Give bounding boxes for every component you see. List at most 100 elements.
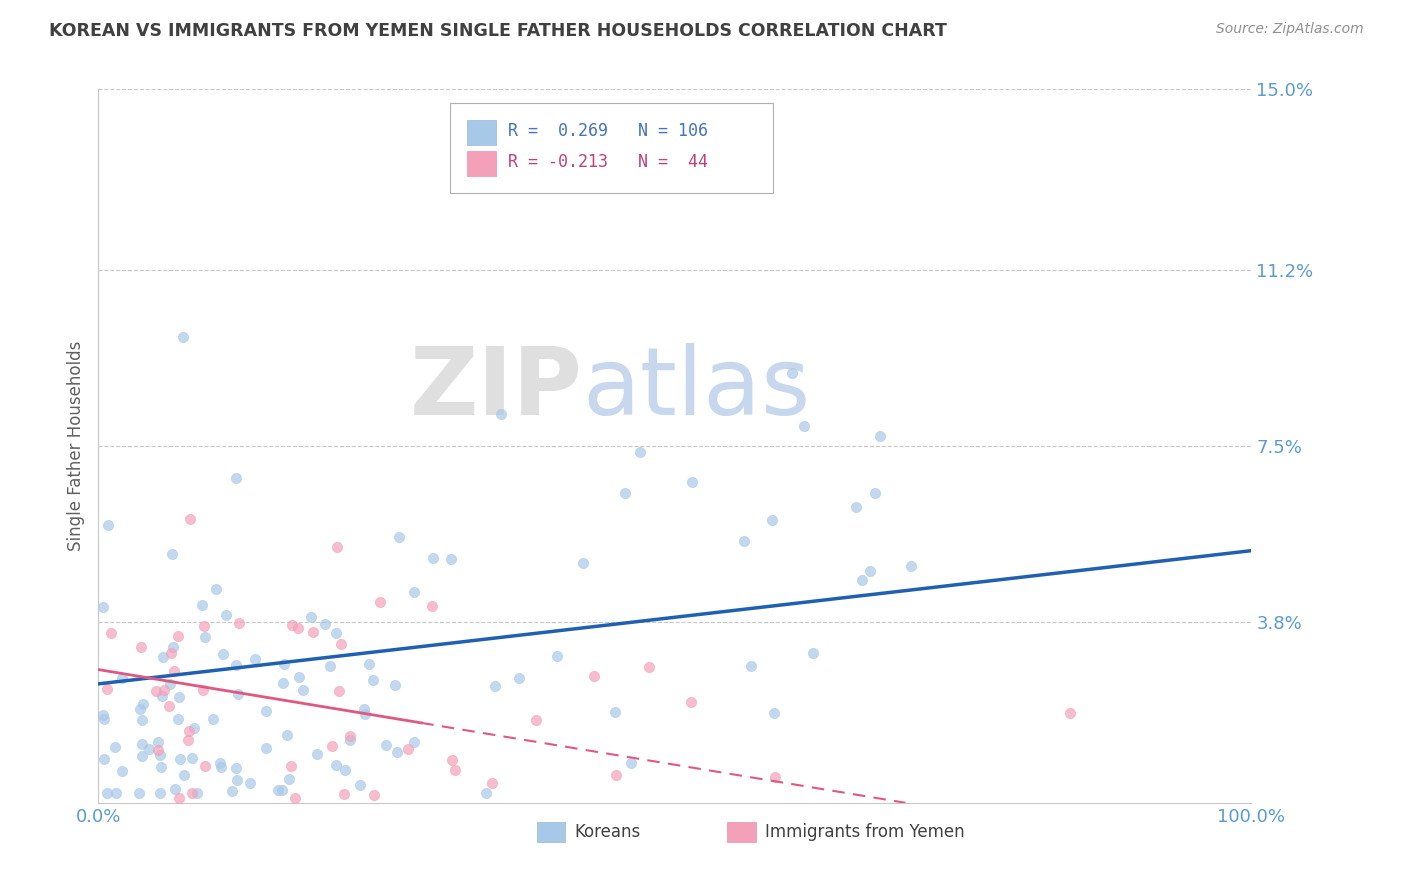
Point [177, 732, 200, 747]
Point [508, 671, 530, 685]
Point [209, 756, 232, 771]
Point [267, 783, 290, 797]
Point [605, 768, 627, 782]
Point [628, 445, 651, 459]
Point [221, 784, 243, 798]
Text: Immigrants from Yemen: Immigrants from Yemen [765, 823, 965, 841]
Point [177, 723, 200, 738]
Point [96, 786, 118, 800]
Point [131, 698, 153, 712]
Point [900, 558, 922, 573]
Point [793, 418, 815, 433]
Point [131, 749, 153, 764]
Point [368, 595, 391, 609]
Point [357, 657, 380, 671]
Point [439, 552, 461, 566]
Point [546, 649, 568, 664]
Point [149, 786, 172, 800]
Point [404, 584, 426, 599]
Point [181, 786, 204, 800]
Point [301, 624, 323, 639]
Point [740, 659, 762, 673]
Point [679, 695, 702, 709]
Point [159, 677, 181, 691]
Point [851, 573, 873, 587]
Point [605, 705, 627, 719]
Point [97, 517, 120, 532]
Point [105, 786, 128, 800]
Text: Source: ZipAtlas.com: Source: ZipAtlas.com [1216, 22, 1364, 37]
Point [474, 786, 496, 800]
Point [620, 756, 643, 770]
Point [388, 530, 411, 544]
Point [305, 747, 328, 761]
Point [148, 735, 170, 749]
Point [763, 706, 786, 721]
Text: ZIP: ZIP [409, 343, 582, 435]
Point [339, 730, 361, 744]
Bar [467, 120, 496, 145]
Point [353, 706, 375, 721]
Point [271, 675, 294, 690]
Point [202, 712, 225, 726]
Point [780, 366, 803, 380]
Point [271, 782, 294, 797]
Point [146, 743, 169, 757]
Point [111, 671, 134, 685]
Point [228, 616, 250, 631]
Point [869, 429, 891, 443]
Point [353, 701, 375, 715]
Point [299, 610, 322, 624]
Point [193, 619, 215, 633]
Bar [537, 822, 565, 842]
Point [361, 673, 384, 687]
Point [225, 772, 247, 787]
Point [204, 582, 226, 596]
Point [314, 617, 336, 632]
Point [186, 786, 208, 800]
Point [763, 770, 786, 784]
Point [215, 608, 238, 623]
Point [179, 511, 201, 525]
FancyBboxPatch shape [450, 103, 773, 193]
Point [572, 556, 595, 570]
Point [374, 738, 396, 752]
Point [1059, 706, 1081, 721]
Point [335, 763, 357, 777]
Point [637, 660, 659, 674]
Point [103, 739, 125, 754]
Point [402, 734, 425, 748]
Point [489, 407, 512, 421]
Point [444, 763, 467, 777]
Point [845, 500, 868, 514]
Point [396, 742, 419, 756]
Point [583, 669, 606, 683]
Point [422, 550, 444, 565]
Point [859, 564, 882, 578]
Point [863, 486, 886, 500]
Point [273, 657, 295, 671]
Point [93, 712, 115, 726]
Point [96, 682, 118, 697]
Point [159, 646, 181, 660]
Bar [727, 822, 755, 842]
Point [239, 775, 262, 789]
Point [325, 758, 347, 772]
Point [276, 728, 298, 742]
Point [145, 683, 167, 698]
Point [194, 630, 217, 644]
Point [481, 776, 503, 790]
Point [363, 788, 385, 802]
Point [128, 786, 150, 800]
Point [100, 626, 122, 640]
Point [169, 752, 191, 766]
Point [153, 682, 176, 697]
Point [163, 782, 186, 797]
Point [333, 787, 356, 801]
Point [138, 742, 160, 756]
Text: Koreans: Koreans [575, 823, 641, 841]
Point [166, 712, 188, 726]
Point [254, 741, 277, 756]
Point [287, 621, 309, 635]
Point [284, 791, 307, 805]
